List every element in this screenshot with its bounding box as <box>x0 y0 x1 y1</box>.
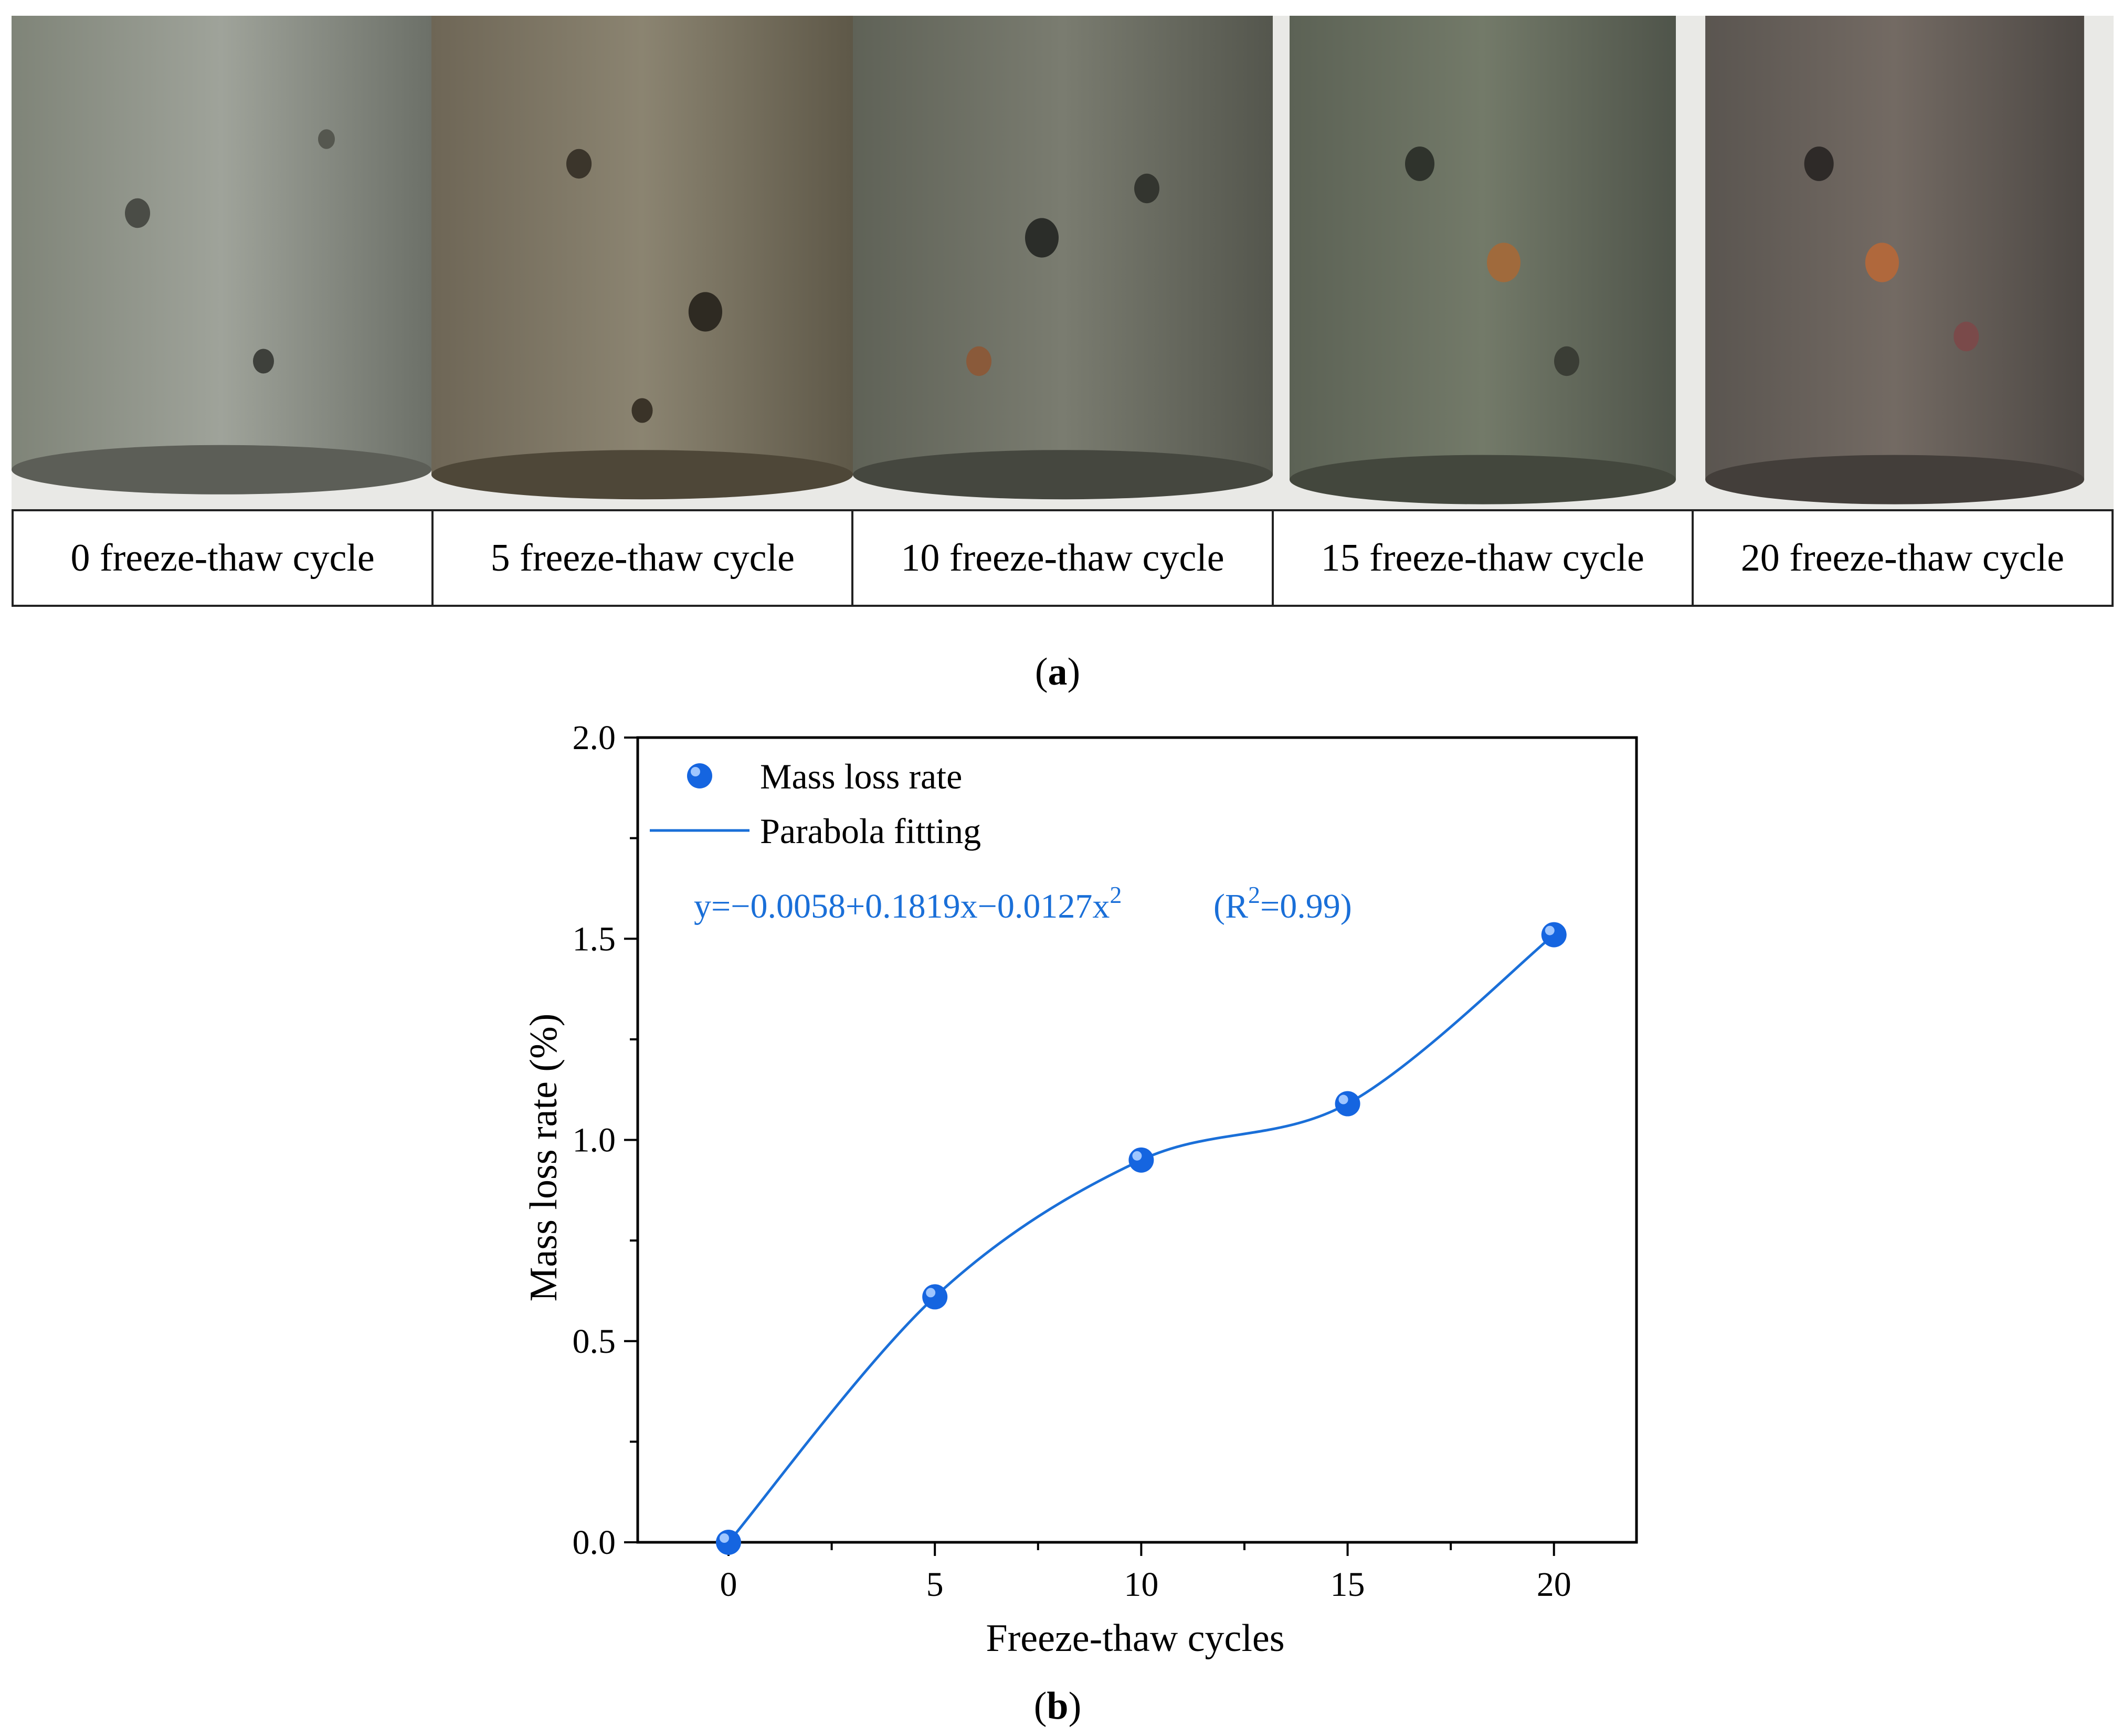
x-tick-label: 0 <box>720 1565 737 1604</box>
x-tick-label: 20 <box>1537 1565 1571 1604</box>
caption-15-cycles: 15 freeze-thaw cycle <box>1274 511 1694 605</box>
chart-legend: Mass loss rate Parabola fitting <box>650 756 981 851</box>
fit-r-squared-open: (R <box>1213 887 1248 925</box>
y-tick-label: 1.5 <box>573 920 616 958</box>
plot-frame <box>636 736 1638 1544</box>
data-point-highlight <box>1132 1151 1142 1161</box>
specimen-photo-5-cycles <box>431 16 853 509</box>
x-axis-title: Freeze-thaw cycles <box>986 1617 1284 1660</box>
x-tick-label: 10 <box>1124 1565 1158 1604</box>
fit-r-squared-exponent: 2 <box>1248 881 1260 908</box>
specimen-photo-strip <box>12 16 2114 509</box>
panel-label-a: (a) <box>1034 650 1081 693</box>
data-point-marker <box>922 1284 948 1310</box>
x-tick-label: 15 <box>1331 1565 1365 1604</box>
specimen-photo-15-cycles <box>1273 16 1693 509</box>
legend-label-parabola-fitting: Parabola fitting <box>760 811 981 851</box>
chart-axes: 0 5 10 15 20 0.0 0.5 1.0 1.5 2.0 <box>573 719 1638 1604</box>
y-tick-label: 0.5 <box>573 1322 616 1361</box>
data-point-highlight <box>1545 925 1555 935</box>
data-point-marker <box>1335 1091 1360 1117</box>
y-tick-label: 0.0 <box>573 1523 616 1562</box>
fit-equation: y=−0.0058+0.1819x−0.0127x2 <box>694 881 1122 925</box>
data-point-marker <box>1128 1147 1154 1173</box>
caption-20-cycles: 20 freeze-thaw cycle <box>1740 536 2065 580</box>
fit-r-squared-close: =0.99) <box>1260 887 1352 925</box>
specimen-photo-10-cycles <box>853 16 1273 509</box>
data-markers <box>716 922 1567 1555</box>
legend-marker-mass-loss-rate <box>687 763 712 788</box>
data-point-highlight <box>1338 1095 1348 1104</box>
y-tick-label: 1.0 <box>573 1121 616 1160</box>
data-point-highlight <box>720 1533 729 1543</box>
specimen-photo-20-cycles <box>1693 16 2114 509</box>
fit-r-squared: (R2=0.99) <box>1213 881 1352 925</box>
fit-equation-main: y=−0.0058+0.1819x−0.0127x <box>694 887 1110 925</box>
data-point-marker <box>1541 922 1567 948</box>
legend-marker-highlight <box>691 767 700 776</box>
specimen-photo-0-cycles <box>12 16 431 509</box>
caption-0-cycles: 0 freeze-thaw cycle <box>14 511 434 605</box>
fit-equation-exponent: 2 <box>1110 881 1122 908</box>
caption-5-cycles: 5 freeze-thaw cycle <box>434 511 854 605</box>
data-point-highlight <box>926 1288 936 1298</box>
parabola-fit-line <box>727 933 1555 1543</box>
caption-10-cycles: 10 freeze-thaw cycle <box>853 511 1274 605</box>
y-axis-title: Mass loss rate (%) <box>522 1014 565 1302</box>
data-point-marker <box>716 1530 741 1555</box>
panel-label-b: (b) <box>1033 1685 1082 1728</box>
legend-label-mass-loss-rate: Mass loss rate <box>760 756 962 796</box>
fit-line-group <box>727 933 1555 1543</box>
y-tick-label: 2.0 <box>573 719 616 757</box>
x-tick-label: 5 <box>926 1565 944 1604</box>
freeze-thaw-caption-table: 0 freeze-thaw cycle 5 freeze-thaw cycle … <box>12 509 2114 607</box>
